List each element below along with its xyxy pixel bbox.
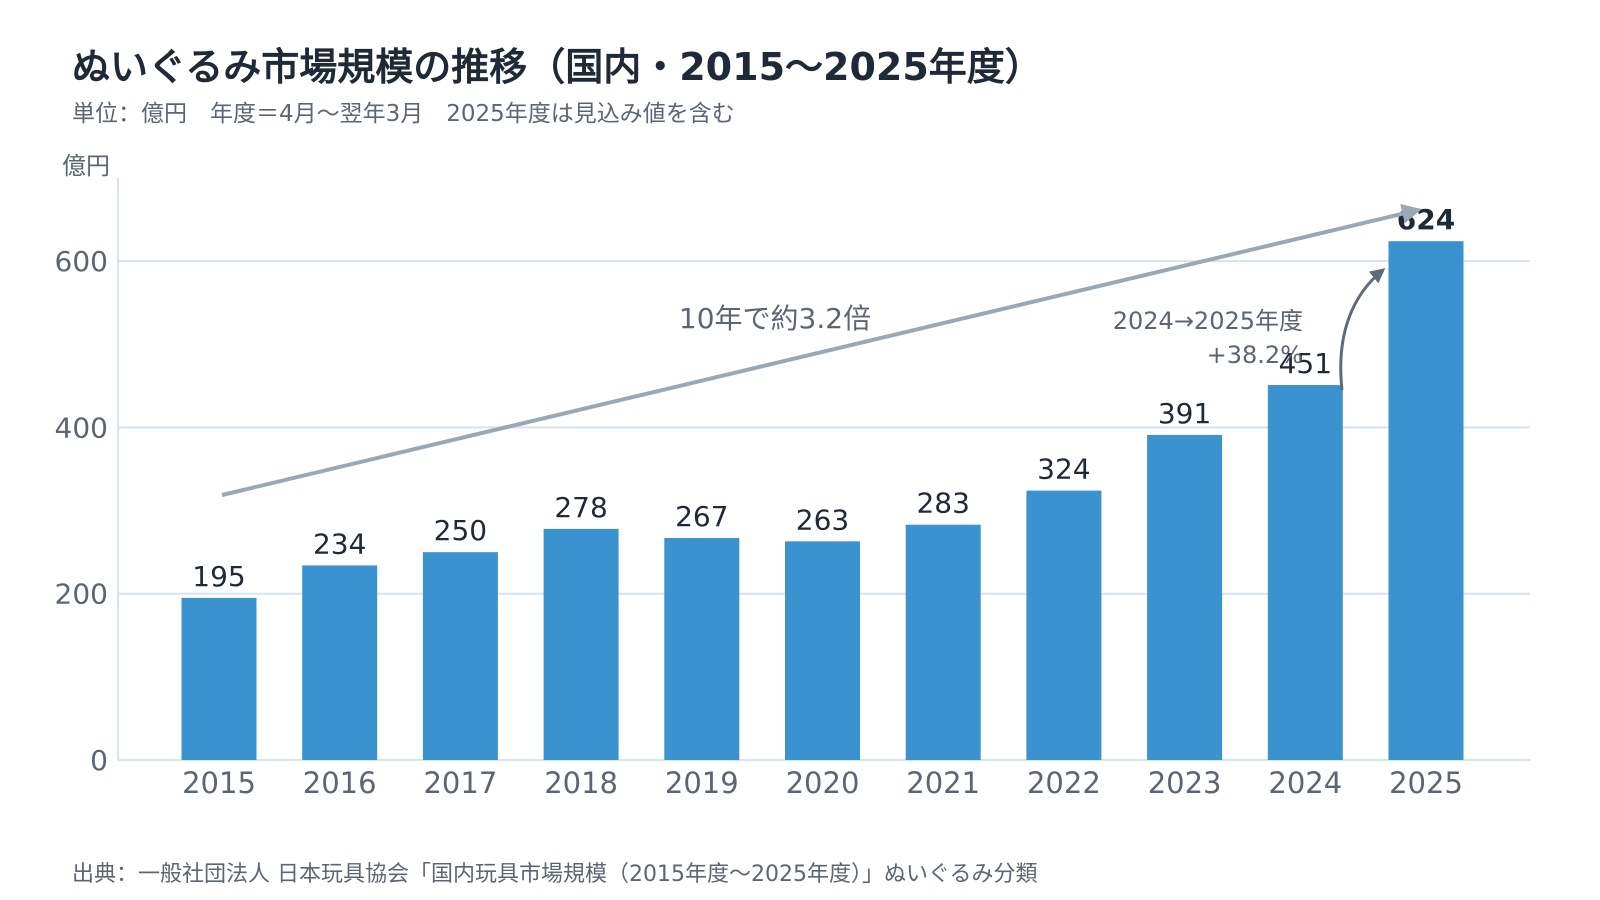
- growth-annotation-period: 2024→2025年度: [1113, 307, 1303, 335]
- x-tick-label-2017: 2017: [423, 766, 497, 800]
- bar-2020: [785, 541, 860, 760]
- chart-source: 出典：一般社団法人 日本玩具協会「国内玩具市場規模（2015年度〜2025年度）…: [72, 862, 1038, 887]
- x-tick-label-2025: 2025: [1389, 766, 1463, 800]
- x-tick-label-2024: 2024: [1268, 766, 1342, 800]
- x-tick-label-2019: 2019: [665, 766, 739, 800]
- value-label-2023: 391: [1158, 397, 1211, 430]
- value-label-2025: 624: [1397, 203, 1455, 236]
- bar-2024: [1267, 385, 1343, 760]
- y-tick-label-200: 200: [55, 578, 108, 611]
- y-axis-title: 億円: [62, 152, 110, 180]
- bar-2022: [1026, 490, 1102, 760]
- value-label-2018: 278: [554, 491, 607, 524]
- x-tick-label-2022: 2022: [1027, 766, 1101, 800]
- x-tick-label-2021: 2021: [906, 766, 980, 800]
- y-tick-label-600: 600: [55, 245, 108, 278]
- value-label-2019: 267: [675, 500, 728, 533]
- bar-2015: [181, 597, 257, 760]
- x-tick-label-2023: 2023: [1148, 766, 1222, 800]
- value-label-2022: 324: [1037, 453, 1090, 486]
- y-tick-label-400: 400: [55, 411, 108, 444]
- chart-title: ぬいぐるみ市場規模の推移（国内・2015〜2025年度）: [72, 45, 1043, 89]
- bar-2021: [905, 524, 981, 760]
- bar-2016: [302, 565, 378, 760]
- y-tick-label-0: 0: [90, 744, 108, 777]
- trend-arrow: [221, 203, 1422, 497]
- x-tick-label-2016: 2016: [303, 766, 377, 800]
- value-label-2015: 195: [192, 560, 245, 593]
- bar-2025: [1388, 241, 1464, 760]
- x-tick-label-2020: 2020: [786, 766, 860, 800]
- value-label-2021: 283: [916, 487, 969, 520]
- chart-subtitle: 単位：億円 年度＝4月〜翌年3月 2025年度は見込み値を含む: [72, 101, 735, 127]
- x-tick-label-2015: 2015: [182, 766, 256, 800]
- growth-annotation-rate: +38.2%: [1207, 341, 1303, 369]
- bar-2017: [422, 552, 498, 760]
- value-label-2020: 263: [796, 503, 849, 536]
- bar-2019: [664, 538, 740, 760]
- bar-2018: [543, 528, 619, 760]
- value-label-2024: 451: [1279, 347, 1332, 380]
- trend-annotation: 10年で約3.2倍: [679, 302, 871, 335]
- value-label-2017: 250: [434, 514, 487, 547]
- bar-2023: [1147, 434, 1223, 760]
- value-label-2016: 234: [313, 527, 366, 560]
- growth-arrow: [1339, 268, 1386, 391]
- x-tick-label-2018: 2018: [544, 766, 618, 800]
